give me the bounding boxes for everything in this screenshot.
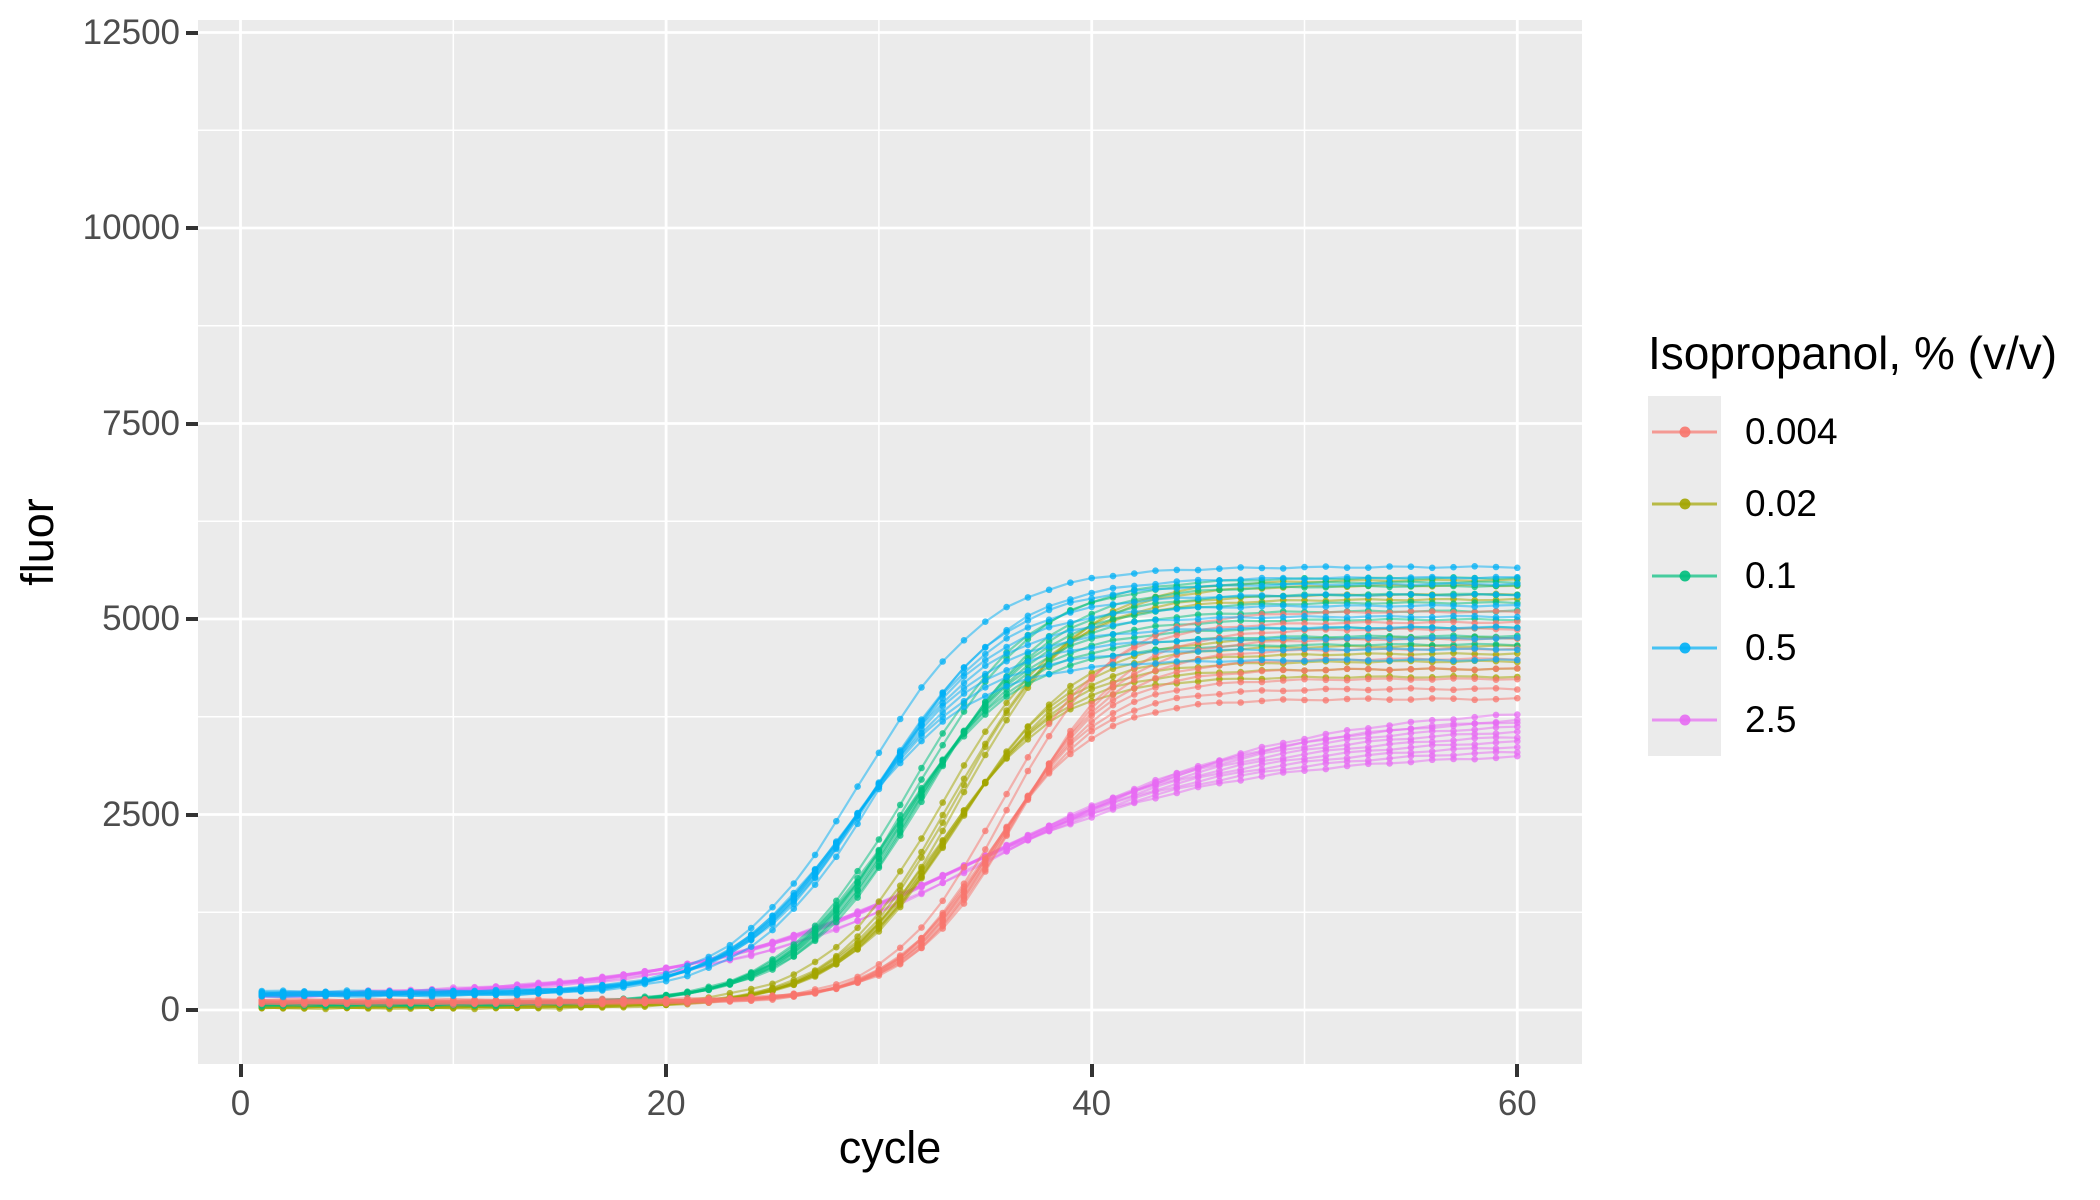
legend-label: 0.5 — [1745, 627, 1797, 668]
y-tick-label: 12500 — [82, 12, 180, 52]
legend-entry: 0.004 — [1648, 396, 2057, 468]
legend-key-point-icon — [1679, 714, 1690, 726]
y-tick-label: 5000 — [102, 599, 180, 638]
legend-key-point-icon — [1679, 498, 1690, 510]
curve-0.004-rep5 — [258, 655, 1521, 1006]
curve-0.5-rep7 — [258, 590, 1521, 997]
y-tick-label: 7500 — [102, 403, 180, 443]
legend-entry: 0.1 — [1648, 540, 2057, 612]
x-tick-label: 0 — [230, 1084, 251, 1123]
curve-2.5-rep4 — [258, 737, 1521, 999]
y-tick-mark — [186, 421, 198, 426]
curve-0.1-rep7 — [258, 590, 1521, 1007]
y-tick-mark — [186, 226, 198, 230]
y-tick-mark — [186, 30, 198, 35]
legend-key — [1648, 468, 1721, 540]
legend-key-point-icon — [1679, 426, 1690, 438]
plot-panel — [198, 20, 1582, 1064]
y-tick-label: 0 — [160, 990, 180, 1029]
legend-title: Isopropanol, % (v/v) — [1648, 327, 2058, 379]
curve-2.5-rep3 — [258, 743, 1521, 1000]
x-tick-label: 60 — [1497, 1084, 1537, 1123]
legend-entry: 0.02 — [1648, 468, 2057, 540]
curve-0.5-rep10 — [258, 563, 1521, 998]
legend-key — [1648, 612, 1721, 684]
legend-key-point-icon — [1679, 642, 1690, 654]
x-tick-label: 40 — [1072, 1084, 1112, 1123]
y-tick-label: 10000 — [82, 208, 180, 247]
legend-entry: 0.5 — [1648, 612, 2057, 684]
x-tick-mark — [1089, 1064, 1094, 1077]
legend-label: 0.02 — [1745, 483, 1818, 524]
curve-0.004-rep10 — [258, 607, 1521, 1006]
legend-key — [1648, 396, 1721, 468]
amplification-curves-svg — [198, 20, 1582, 1064]
legend-key-point-icon — [1679, 570, 1690, 582]
curve-0.5-rep8 — [258, 579, 1521, 996]
legend-key — [1648, 684, 1721, 756]
legend-label: 0.1 — [1745, 555, 1797, 596]
curve-0.5-rep1 — [258, 656, 1521, 1001]
curve-0.1-rep3 — [258, 623, 1521, 1009]
legend: Isopropanol, % (v/v) 0.004 0.02 — [1648, 326, 2057, 756]
y-tick-label: 2500 — [102, 794, 180, 834]
curve-0.02-rep7 — [258, 595, 1521, 1009]
y-axis-title: fluor — [12, 498, 63, 586]
y-tick-mark — [186, 1008, 198, 1012]
x-tick-mark — [1515, 1064, 1520, 1077]
legend-entries: 0.004 0.02 0.1 — [1648, 396, 2057, 756]
legend-label: 0.004 — [1745, 411, 1838, 452]
y-tick-mark — [186, 812, 198, 817]
curve-0.02-rep8 — [258, 590, 1521, 1012]
curve-0.1-rep9 — [258, 578, 1521, 1009]
legend-entry: 2.5 — [1648, 684, 2057, 756]
legend-key — [1648, 540, 1721, 612]
x-axis-title: cycle — [838, 1122, 942, 1173]
curve-0.02-rep10 — [258, 576, 1521, 1010]
curve-0.1-rep4 — [258, 615, 1521, 1009]
curve-0.004-rep7 — [258, 635, 1521, 1005]
x-tick-label: 20 — [646, 1084, 686, 1123]
y-tick-mark — [186, 617, 198, 621]
curve-0.1-rep1 — [258, 640, 1521, 1010]
x-tick-mark — [238, 1064, 243, 1077]
legend-label: 2.5 — [1745, 699, 1797, 740]
curve-0.1-rep5 — [258, 607, 1521, 1008]
x-tick-mark — [664, 1064, 669, 1077]
